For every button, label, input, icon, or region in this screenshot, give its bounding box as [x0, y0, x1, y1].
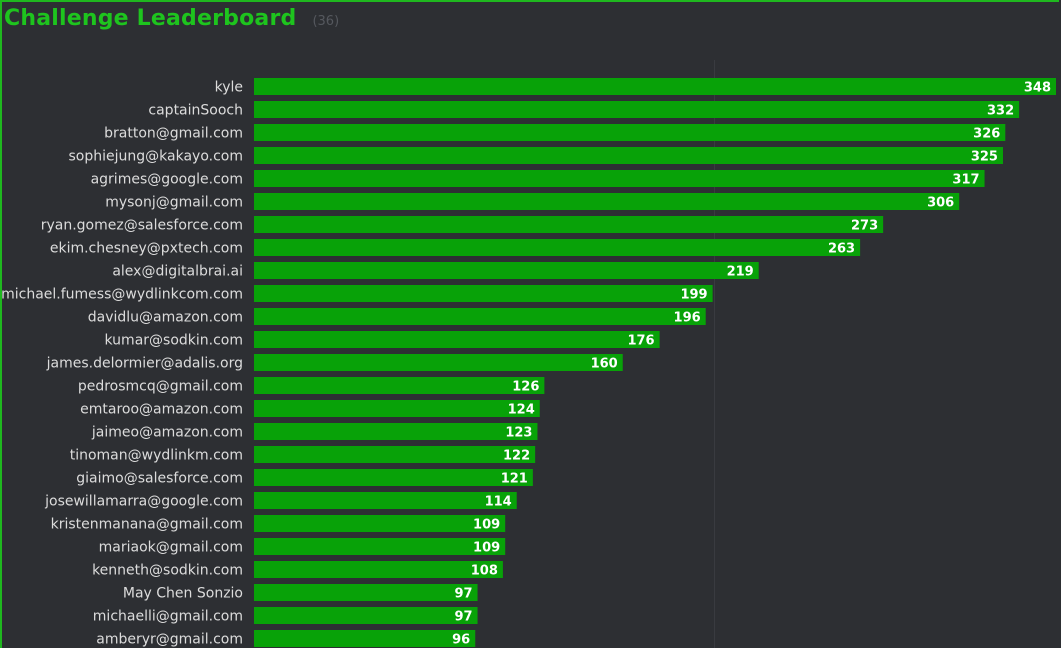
bar[interactable] — [254, 607, 478, 624]
bar[interactable] — [254, 216, 884, 233]
bar-value-label: 160 — [591, 357, 618, 372]
bar[interactable] — [254, 377, 545, 394]
bar[interactable] — [254, 515, 506, 532]
bar[interactable] — [254, 308, 706, 325]
player-label: alex@digitalbrai.ai — [112, 264, 243, 280]
player-label: josewillamarra@google.com — [44, 494, 243, 510]
bar-value-label: 219 — [727, 265, 754, 280]
bar-value-label: 325 — [971, 150, 998, 165]
player-label: ryan.gomez@salesforce.com — [41, 218, 243, 234]
player-label: amberyr@gmail.com — [96, 632, 243, 648]
player-label: tinoman@wydlinkm.com — [70, 448, 243, 464]
bar-value-label: 317 — [952, 173, 979, 188]
bar[interactable] — [254, 492, 517, 509]
bar-value-label: 273 — [851, 219, 878, 234]
bar-value-label: 306 — [927, 196, 954, 211]
bar-value-label: 263 — [828, 242, 855, 257]
bar-value-label: 199 — [680, 288, 707, 303]
gridline — [714, 60, 715, 648]
bar[interactable] — [254, 170, 985, 187]
bar-value-label: 97 — [454, 610, 472, 625]
bar[interactable] — [254, 538, 506, 555]
bar-value-label: 196 — [674, 311, 701, 326]
bar[interactable] — [254, 561, 503, 578]
player-label: ekim.chesney@pxtech.com — [50, 241, 243, 257]
player-label: kristenmanana@gmail.com — [51, 517, 243, 533]
bar[interactable] — [254, 469, 533, 486]
player-label: giaimo@salesforce.com — [76, 471, 243, 487]
bar-value-label: 97 — [454, 587, 472, 602]
player-label: davidlu@amazon.com — [88, 310, 243, 326]
bar-value-label: 126 — [512, 380, 539, 395]
bar[interactable] — [254, 285, 713, 302]
bar[interactable] — [254, 331, 660, 348]
bar[interactable] — [254, 354, 623, 371]
bar-value-label: 332 — [987, 104, 1014, 119]
player-label: kumar@sodkin.com — [105, 333, 244, 349]
player-label: mysonj@gmail.com — [105, 195, 243, 211]
bar[interactable] — [254, 101, 1020, 118]
bar[interactable] — [254, 584, 478, 601]
bar-value-label: 114 — [485, 495, 512, 510]
bar-value-label: 348 — [1024, 81, 1051, 96]
player-label: mariaok@gmail.com — [99, 540, 243, 556]
bar[interactable] — [254, 423, 538, 440]
player-label: May Chen Sonzio — [123, 586, 243, 602]
bar[interactable] — [254, 78, 1056, 95]
bar-value-label: 109 — [473, 541, 500, 556]
panel-header: Challenge Leaderboard (36) — [4, 6, 339, 31]
bar-value-label: 122 — [503, 449, 530, 464]
bar-value-label: 123 — [505, 426, 532, 441]
player-label: sophiejung@kakayo.com — [69, 149, 243, 165]
entry-count: (36) — [312, 14, 340, 29]
bar[interactable] — [254, 147, 1003, 164]
player-label: michael.fumess@wydlinkcom.com — [1, 287, 243, 303]
bar[interactable] — [254, 239, 861, 256]
bar[interactable] — [254, 193, 960, 210]
player-label: captainSooch — [148, 103, 243, 119]
player-label: pedrosmcq@gmail.com — [78, 379, 243, 395]
bar-value-label: 96 — [452, 633, 470, 648]
bar-value-label: 109 — [473, 518, 500, 533]
panel-title[interactable]: Challenge Leaderboard — [4, 6, 297, 31]
player-label: jaimeo@amazon.com — [91, 425, 243, 441]
player-label: agrimes@google.com — [91, 172, 243, 188]
bar-value-label: 124 — [508, 403, 535, 418]
bar[interactable] — [254, 124, 1006, 141]
bar[interactable] — [254, 446, 536, 463]
bar[interactable] — [254, 630, 476, 647]
bar[interactable] — [254, 262, 759, 279]
player-label: kyle — [215, 80, 243, 96]
player-label: emtaroo@amazon.com — [80, 402, 243, 418]
player-label: kenneth@sodkin.com — [92, 563, 243, 579]
player-label: james.delormier@adalis.org — [46, 356, 243, 372]
player-label: bratton@gmail.com — [104, 126, 243, 142]
bar-value-label: 326 — [973, 127, 1000, 142]
bar-value-label: 108 — [471, 564, 498, 579]
player-label: michaelli@gmail.com — [93, 609, 243, 625]
bar-value-label: 176 — [627, 334, 654, 349]
bar[interactable] — [254, 400, 540, 417]
bar-value-label: 121 — [501, 472, 528, 487]
